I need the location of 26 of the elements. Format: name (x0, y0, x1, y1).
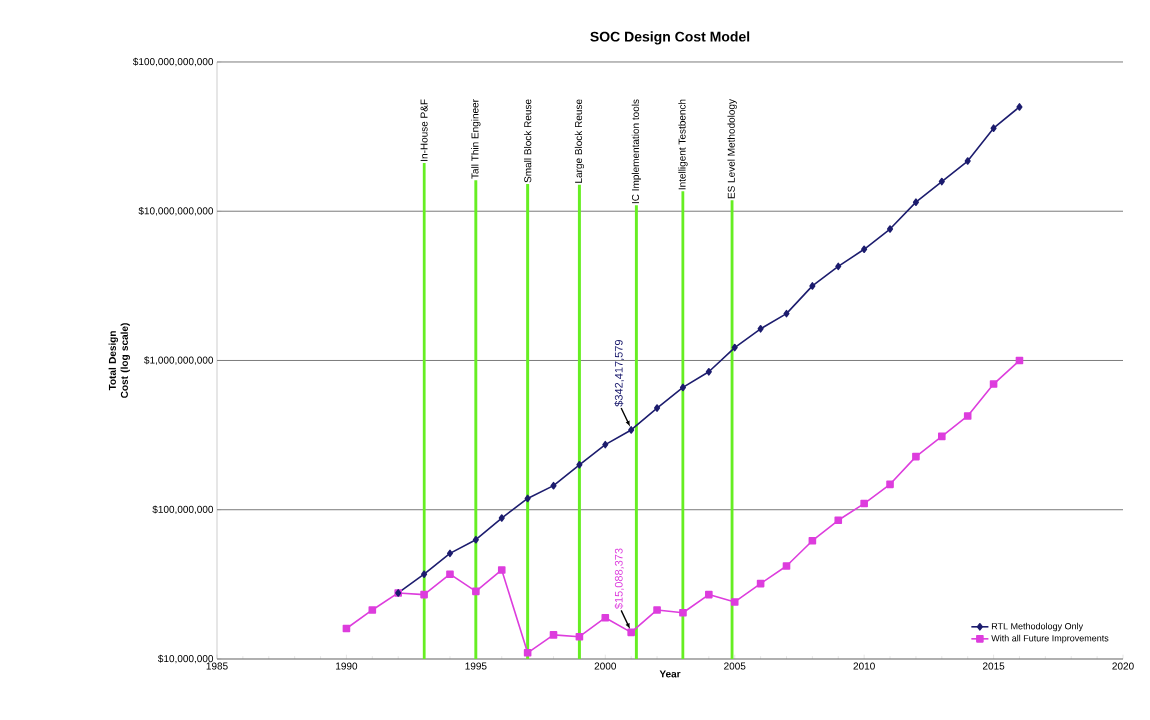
ref-line-label: ES Level Methodology (727, 99, 737, 199)
legend-label: RTL Methodology Only (991, 622, 1084, 632)
x-tick-label: 2010 (853, 662, 875, 670)
x-tick-label: 1985 (206, 662, 228, 670)
ref-line-label: Intelligent Testbench (678, 99, 688, 190)
annotation: $15,088,373 (614, 548, 624, 609)
chart-title: SOC Design Cost Model (590, 31, 750, 45)
ref-line-label: IC Implementation tools (631, 99, 642, 204)
annotation: $342,417,579 (614, 339, 624, 407)
ref-line-label: Tall Thin Engineer (471, 99, 481, 179)
legend-label: With all Future Improvements (991, 634, 1109, 644)
y-tick-label: $10,000,000,000 (138, 206, 214, 216)
y-axis-title: Total Design Cost (log scale) (108, 323, 130, 398)
ref-line-label: Large Block Reuse (574, 99, 585, 183)
y-tick-label: $100,000,000,000 (132, 57, 214, 67)
ref-line-label: Small Block Reuse (523, 99, 532, 183)
ref-line-label: In-House P&F (420, 99, 428, 161)
x-tick-label: 2020 (1112, 662, 1134, 670)
x-tick-label: 2005 (724, 662, 746, 670)
x-tick-label: 2000 (594, 662, 617, 670)
x-tick-label: 2015 (982, 662, 1005, 670)
x-tick-label: 1995 (465, 662, 487, 670)
y-tick-label: $1,000,000,000 (144, 356, 214, 365)
y-tick-label: $100,000,000 (152, 505, 214, 515)
x-tick-label: 1990 (336, 662, 358, 670)
x-axis-title: Year (659, 670, 681, 678)
